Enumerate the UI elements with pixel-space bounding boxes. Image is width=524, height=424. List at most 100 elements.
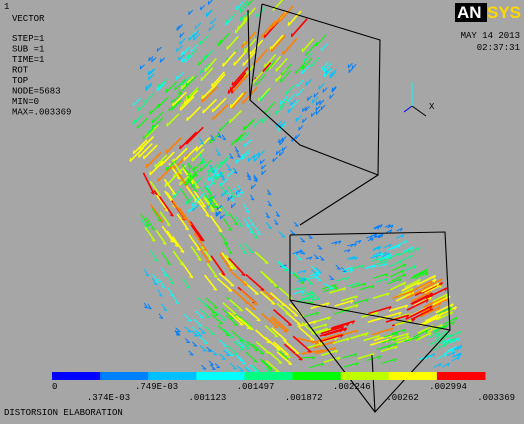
vector-head [176, 76, 177, 80]
vector-head [181, 85, 182, 89]
vector-head [187, 117, 188, 121]
vector-head [182, 59, 183, 63]
vector-head [212, 108, 213, 112]
vector-head [253, 124, 254, 128]
vector-head [150, 171, 151, 175]
vector-head [140, 65, 141, 69]
vector-head [208, 177, 209, 181]
vector-head [148, 71, 149, 75]
vector-head [134, 120, 135, 124]
vector-head [147, 130, 148, 134]
legend-label: .003369 [477, 393, 515, 403]
vector-head [213, 116, 214, 120]
vector-head [189, 209, 190, 213]
vector-head [146, 87, 147, 91]
vector-head [228, 197, 229, 201]
vector-head [194, 167, 195, 171]
vector-head [279, 139, 280, 143]
vector-head [208, 170, 209, 174]
vector-head [169, 108, 170, 112]
vector-head [219, 128, 220, 132]
vector-head [130, 158, 131, 162]
info-line: TIME=1 [12, 55, 44, 65]
legend-swatch [389, 372, 438, 380]
vector-head [279, 152, 280, 156]
vector-head [184, 100, 185, 104]
vector-head [262, 171, 263, 175]
vector-head [229, 119, 230, 123]
vector-head [137, 125, 138, 129]
vector-head [210, 140, 211, 144]
legend-label: .749E-03 [135, 382, 178, 392]
legend-swatch [437, 372, 486, 380]
plot-type: VECTOR [12, 14, 45, 24]
vector-head [244, 143, 245, 147]
vector-head [186, 201, 187, 205]
legend-swatch [293, 372, 342, 380]
vector-head [231, 142, 232, 146]
legend-swatch [100, 372, 149, 380]
vector-head [220, 215, 221, 219]
legend-label: .374E-03 [87, 393, 130, 403]
vector-head [180, 181, 181, 185]
vector-head [152, 58, 153, 62]
vector-head [167, 123, 168, 127]
time: 02:37:31 [477, 43, 520, 53]
vector-head [227, 174, 228, 178]
info-line: SUB =1 [12, 45, 44, 55]
vector-head [200, 168, 201, 172]
vector-head [179, 90, 180, 94]
vector-head [185, 59, 186, 63]
vector-head [241, 138, 242, 142]
vector-head [202, 95, 203, 99]
ansys-window: X 1 VECTOR STEP=1SUB =1TIME=1ROTTOPNODE=… [0, 0, 524, 424]
vector-head [138, 154, 139, 158]
vector-head [276, 151, 277, 155]
vector-head [181, 52, 182, 56]
info-line: MIN=0 [12, 97, 39, 107]
vector-head [180, 145, 181, 149]
vector-head [178, 57, 179, 61]
vector-head [145, 99, 146, 103]
info-line: ROT [12, 66, 29, 76]
date: MAY 14 2013 [461, 31, 520, 41]
legend-label: 0 [52, 382, 57, 392]
vector-head [152, 119, 153, 123]
vector-head [182, 104, 183, 108]
vector-head [166, 167, 167, 171]
vector-head [192, 158, 193, 162]
vector-head [201, 77, 202, 81]
vector-head [251, 185, 252, 189]
vector-head [259, 153, 260, 157]
vector-head [231, 204, 232, 208]
vector-head [173, 102, 174, 106]
vector-head [166, 89, 167, 93]
vector-head [160, 162, 161, 166]
legend-swatch [244, 372, 293, 380]
window-number: 1 [4, 2, 9, 12]
vector-head [282, 147, 283, 151]
legend-swatch [148, 372, 197, 380]
vector-head [143, 155, 144, 159]
vector-head [262, 166, 263, 170]
legend-swatch [196, 372, 245, 380]
vector-head [175, 87, 176, 91]
vector-head [222, 193, 223, 197]
vector-head [280, 141, 281, 145]
vector-head [165, 183, 166, 187]
info-line: MAX=.003369 [12, 108, 71, 118]
info-line: NODE=5683 [12, 87, 61, 97]
vector-head [143, 136, 144, 140]
triad-x-label: X [429, 102, 435, 112]
legend-label: .002994 [429, 382, 467, 392]
vector-head [160, 59, 161, 63]
vector-head [158, 86, 159, 90]
vector-head [186, 181, 187, 185]
vector-head [203, 109, 204, 113]
vector-head [244, 126, 245, 130]
vector-head [188, 177, 189, 181]
vector-head [192, 203, 193, 207]
legend-label: .001497 [237, 382, 275, 392]
legend-label: .00262 [386, 393, 418, 403]
legend-swatch [341, 372, 390, 380]
